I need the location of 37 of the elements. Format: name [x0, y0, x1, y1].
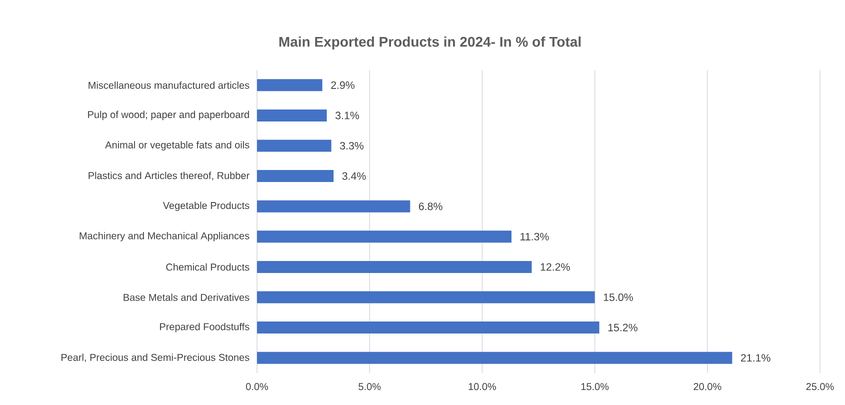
data-label: 15.2% — [608, 324, 638, 332]
x-tick-label: 10.0% — [468, 383, 496, 390]
bar — [257, 200, 410, 212]
y-tick-label: Base Metals and Derivatives — [124, 294, 250, 301]
bar — [257, 352, 732, 364]
data-label: 21.1% — [740, 354, 770, 362]
data-label: 2.9% — [331, 81, 354, 89]
bar — [257, 109, 327, 122]
chart-title: Main Exported Products in 2024- In % of Total — [279, 36, 581, 50]
bar — [257, 322, 600, 334]
data-label: 3.4% — [342, 172, 366, 180]
data-label: 12.2% — [540, 263, 570, 271]
y-tick-label: Pearl, Precious and Semi-Precious Stones — [61, 354, 250, 362]
data-label: 15.0% — [604, 293, 633, 302]
y-tick-label: Vegetable Products — [162, 202, 250, 212]
y-tick-label: Chemical Products — [166, 263, 250, 271]
x-tick-label: 20.0% — [694, 383, 722, 390]
bar — [257, 170, 334, 182]
y-tick-label: Miscellaneous manufactured articles — [88, 81, 250, 89]
y-tick-label: Animal or vegetable fats and oils — [105, 141, 250, 150]
y-tick-label: Machinery and Mechanical Appliances — [80, 232, 250, 242]
data-label: 3.3% — [340, 142, 364, 150]
y-tick-label: Prepared Foodstuffs — [160, 322, 250, 332]
data-label: 6.8% — [418, 202, 442, 210]
bar — [257, 79, 322, 92]
bar — [257, 140, 332, 152]
bar — [257, 230, 512, 243]
y-tick-label: Pulp of wood; paper and paperboard — [88, 110, 249, 120]
bar — [257, 260, 532, 273]
y-tick-label: Plastics and Articles thereof, Rubber — [88, 172, 250, 180]
x-tick-label: 0.0% — [246, 383, 268, 390]
bar — [257, 291, 595, 304]
data-label: 11.3% — [520, 232, 549, 240]
x-tick-label: 15.0% — [581, 383, 609, 390]
x-tick-label: 5.0% — [358, 383, 381, 390]
x-tick-label: 25.0% — [806, 383, 834, 390]
data-label: 3.1% — [335, 112, 360, 120]
